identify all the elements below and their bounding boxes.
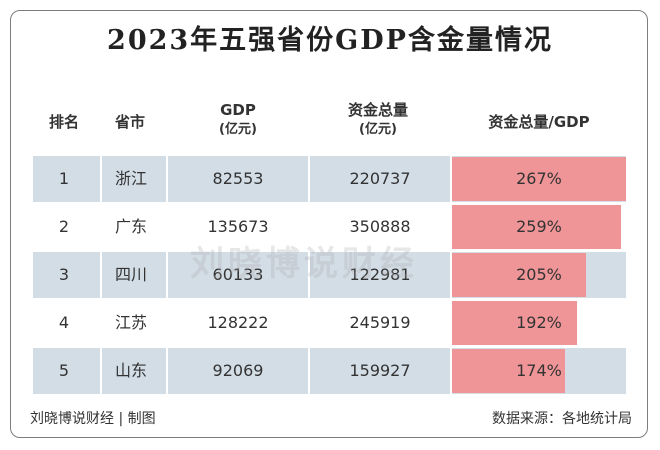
cell-gdp: 128222	[207, 313, 269, 332]
ratio-bar	[452, 205, 621, 249]
cell-funds: 159927	[349, 361, 411, 380]
header-gdp-label: GDP	[220, 101, 256, 119]
column-divider	[308, 156, 310, 202]
column-divider	[166, 204, 168, 250]
cell-province: 广东	[114, 217, 147, 236]
column-divider	[100, 204, 102, 250]
ratio-bar	[452, 253, 586, 297]
column-divider	[308, 252, 310, 298]
ratio-bar	[452, 301, 578, 345]
column-divider	[450, 348, 452, 394]
cell-province: 浙江	[114, 169, 147, 188]
column-divider	[100, 252, 102, 298]
cell-gdp: 82553	[212, 169, 264, 188]
cell-province: 四川	[114, 265, 147, 284]
header-rank: 排名	[38, 112, 90, 132]
header-funds: 资金总量 (亿元)	[318, 100, 438, 140]
column-divider	[166, 348, 168, 394]
column-divider	[308, 204, 310, 250]
column-divider	[166, 300, 168, 346]
column-divider	[166, 252, 168, 298]
column-divider	[100, 300, 102, 346]
ratio-label: 267%	[516, 169, 562, 188]
header-funds-label: 资金总量	[347, 101, 408, 119]
column-divider	[450, 204, 452, 250]
header-ratio-label: 资金总量/GDP	[488, 113, 590, 131]
cell-funds: 350888	[349, 217, 411, 236]
chart-title: 2023年五强省份GDP含金量情况	[107, 25, 553, 56]
ratio-bar	[452, 349, 566, 393]
footer-credit: 刘晓博说财经 | 制图	[30, 411, 156, 427]
header-funds-unit: (亿元)	[359, 122, 397, 137]
cell-rank: 5	[58, 361, 70, 380]
ratio-label: 259%	[516, 217, 562, 236]
cell-rank: 2	[58, 217, 70, 236]
column-divider	[450, 300, 452, 346]
header-province: 省市	[100, 112, 160, 132]
header-gdp: GDP (亿元)	[178, 100, 298, 140]
ratio-label: 174%	[516, 361, 562, 380]
cell-gdp: 92069	[212, 361, 264, 380]
column-divider	[308, 348, 310, 394]
ratio-bar	[452, 157, 626, 201]
cell-rank: 4	[58, 313, 70, 332]
watermark: 刘晓博说财经	[190, 244, 418, 284]
header-ratio: 资金总量/GDP	[451, 112, 627, 132]
ratio-label: 205%	[516, 265, 562, 284]
cell-funds: 245919	[349, 313, 411, 332]
footer-source: 数据来源：各地统计局	[492, 411, 632, 427]
cell-funds: 122981	[349, 265, 411, 284]
cell-gdp: 60133	[212, 265, 264, 284]
cell-province: 江苏	[114, 313, 147, 332]
cell-funds: 220737	[349, 169, 411, 188]
column-divider	[100, 348, 102, 394]
cell-rank: 3	[58, 265, 70, 284]
cell-province: 山东	[114, 361, 147, 380]
cell-gdp: 135673	[207, 217, 269, 236]
cell-rank: 1	[58, 169, 70, 188]
column-divider	[308, 300, 310, 346]
column-divider	[166, 156, 168, 202]
column-divider	[450, 252, 452, 298]
ratio-label: 192%	[516, 313, 562, 332]
header-gdp-unit: (亿元)	[219, 122, 257, 137]
column-divider	[100, 156, 102, 202]
header-rank-label: 排名	[48, 113, 79, 131]
header-province-label: 省市	[114, 113, 145, 131]
column-divider	[450, 156, 452, 202]
